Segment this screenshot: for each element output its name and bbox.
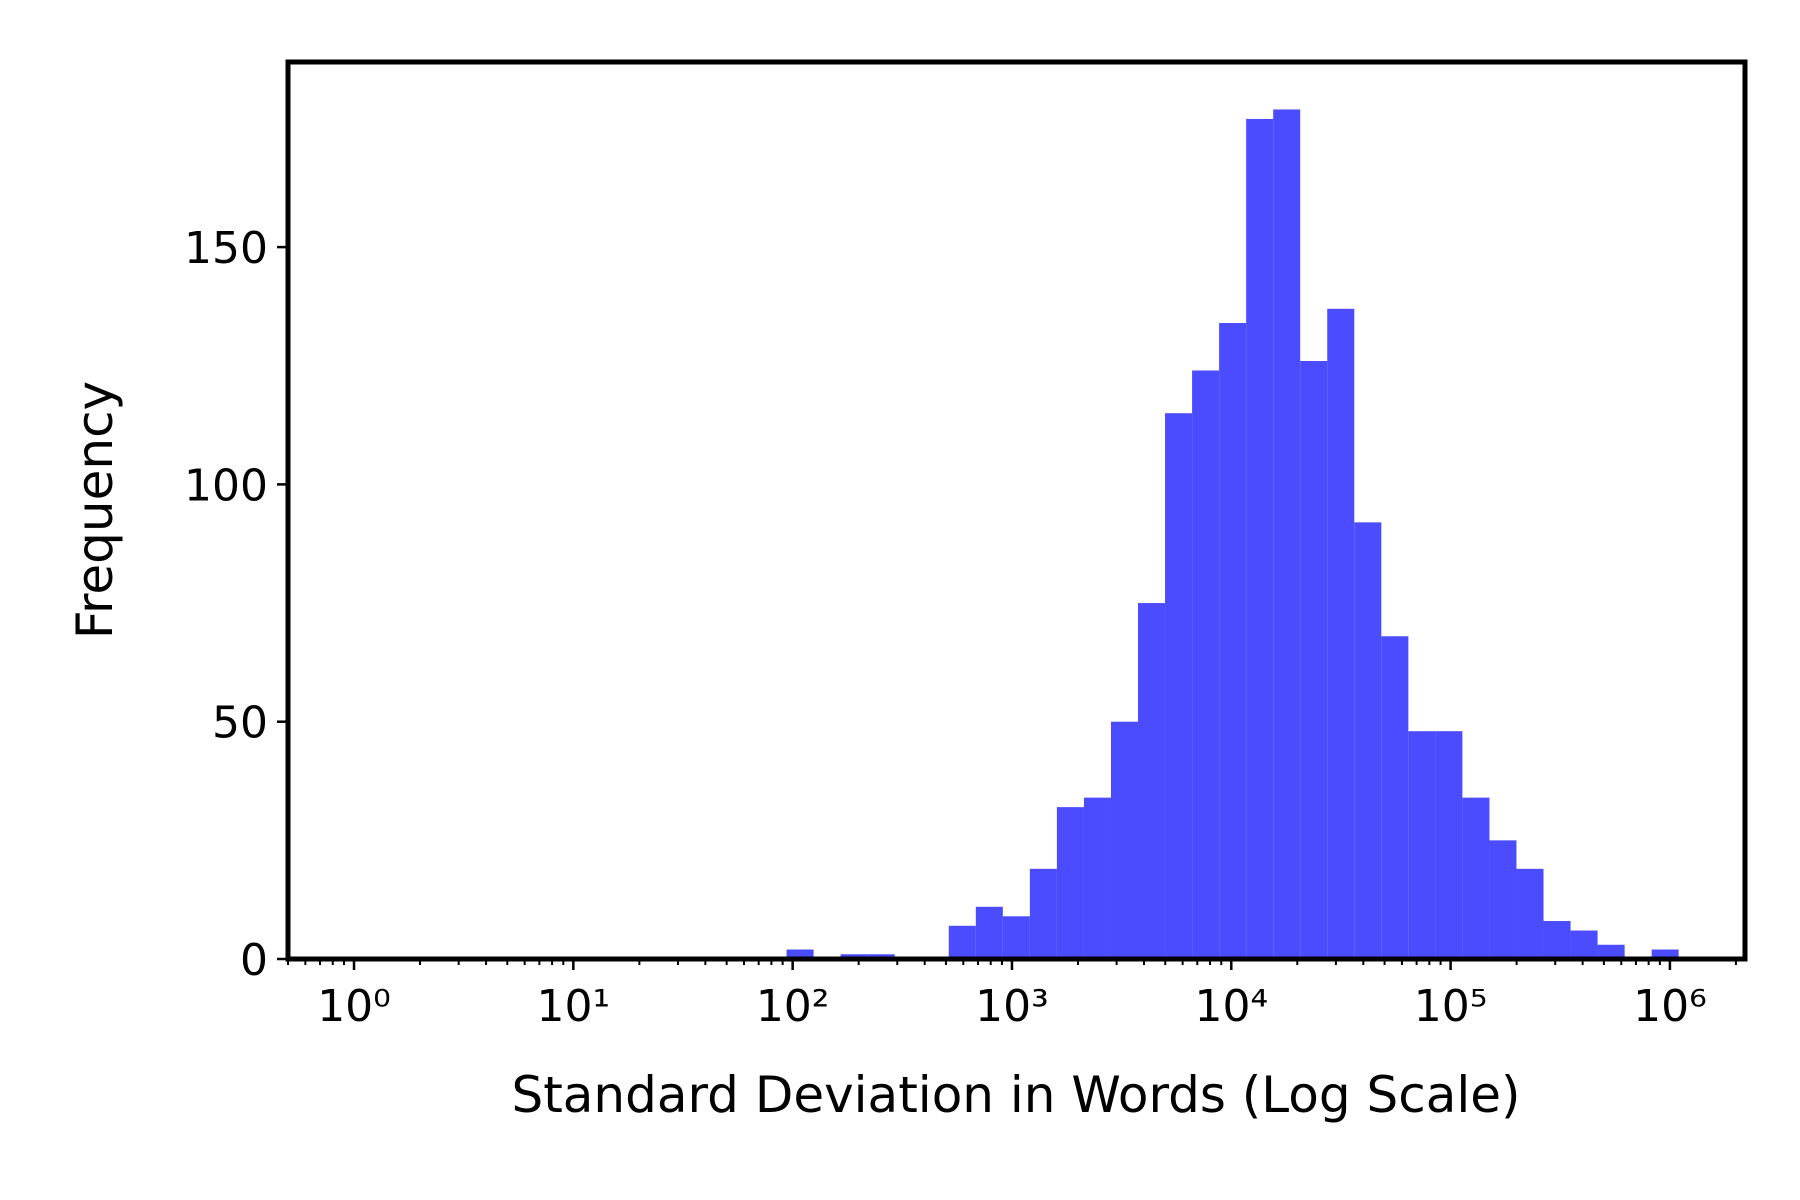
bar: [1056, 807, 1084, 959]
bar: [1300, 361, 1328, 959]
bar: [1489, 840, 1517, 959]
bar: [948, 925, 976, 959]
bar: [1570, 930, 1598, 959]
bar: [1408, 731, 1436, 959]
bar: [1165, 413, 1193, 959]
bar: [1327, 308, 1355, 959]
bar: [786, 949, 814, 959]
x-tick-label: 10³: [975, 981, 1049, 1032]
x-tick-label: 10⁶: [1633, 981, 1707, 1032]
plot-frame: [285, 59, 1748, 962]
x-tick-label: 10⁴: [1194, 981, 1268, 1032]
bar: [1083, 797, 1111, 959]
x-tick-label: 10⁵: [1414, 981, 1488, 1032]
bar: [1246, 118, 1274, 959]
y-tick-label: 150: [184, 223, 268, 274]
x-tick-label: 10²: [756, 981, 830, 1032]
bar: [1651, 949, 1679, 959]
y-axis-label: Frequency: [66, 381, 124, 639]
bar: [1516, 868, 1544, 959]
bar: [975, 906, 1003, 959]
bar: [1381, 636, 1409, 959]
y-tick-label: 50: [212, 698, 268, 749]
x-tick-label: 10⁰: [317, 981, 391, 1032]
bar: [1110, 721, 1139, 959]
bar: [1219, 323, 1247, 959]
x-tick-label: 10¹: [537, 981, 611, 1032]
y-tick-label: 100: [184, 460, 268, 511]
bar: [1435, 731, 1463, 959]
bar: [1138, 603, 1166, 959]
bar: [1597, 944, 1625, 959]
bar: [1273, 109, 1301, 959]
bar: [1029, 868, 1057, 959]
x-axis-label: Standard Deviation in Words (Log Scale): [511, 1066, 1520, 1124]
bar: [1543, 921, 1571, 959]
bar: [1002, 916, 1030, 959]
bar: [1192, 370, 1220, 959]
y-tick-label: 0: [240, 935, 268, 986]
bar: [1354, 522, 1382, 959]
bar: [1462, 797, 1490, 959]
